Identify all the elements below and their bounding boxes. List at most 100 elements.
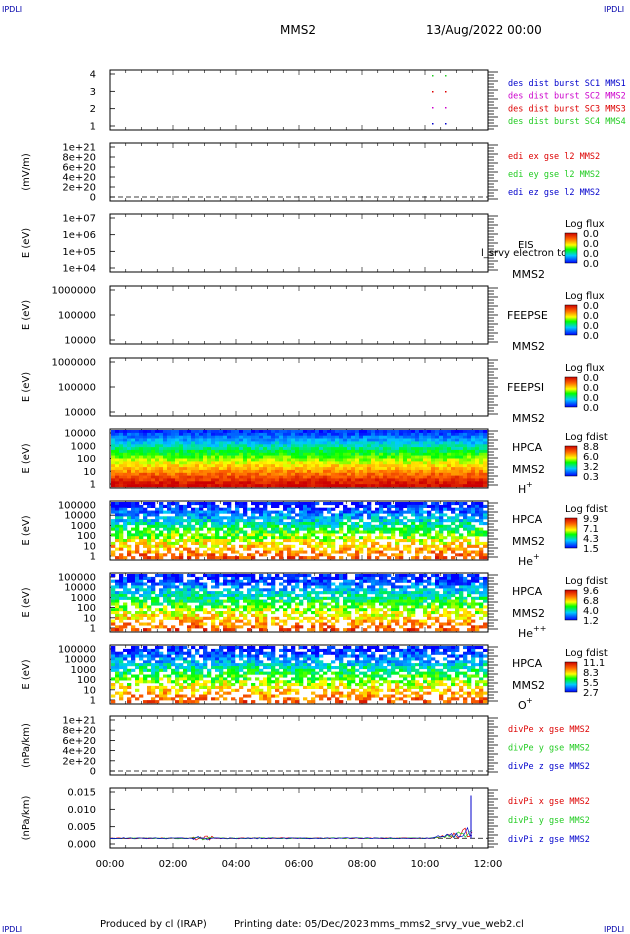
spectrogram-cell [163, 596, 168, 600]
spectrogram-cell [291, 472, 296, 476]
spectrogram-cell [255, 596, 260, 600]
spectrogram-cell [355, 458, 360, 462]
spectrogram-cell [247, 556, 252, 560]
instrument-label: HPCA [512, 441, 543, 454]
spectrogram-cell [155, 533, 160, 537]
spectrogram-cell [335, 452, 340, 456]
spectrogram-cell [147, 547, 152, 551]
spectrogram-cell [427, 458, 432, 462]
spectrogram-cell [155, 536, 160, 540]
spectrogram-cell [271, 449, 276, 453]
spectrogram-cell [383, 444, 388, 448]
spectrogram-cell [267, 447, 272, 451]
spectrogram-cell [111, 602, 116, 606]
spectrogram-cell [191, 613, 196, 617]
spectrogram-cell [275, 608, 280, 612]
spectrogram-cell [343, 435, 348, 439]
spectrogram-cell [263, 438, 268, 442]
spectrogram-cell [143, 611, 148, 615]
spectrogram-cell [135, 513, 140, 517]
spectrogram-cell [331, 616, 336, 620]
spectrogram-cell [139, 444, 144, 448]
spectrogram-cell [479, 449, 484, 453]
spectrogram-cell [443, 438, 448, 442]
spectrogram-cell [203, 622, 208, 626]
spectrogram-cell [139, 472, 144, 476]
spectrogram-cell [395, 510, 400, 514]
spectrogram-cell [319, 553, 324, 557]
spectrogram-cell [351, 536, 356, 540]
spectrogram-cell [191, 608, 196, 612]
spectrogram-cell [283, 458, 288, 462]
spectrogram-cell [211, 608, 216, 612]
spectrogram-cell [371, 441, 376, 445]
spectrogram-cell [403, 484, 408, 488]
spectrogram-cell [259, 522, 264, 526]
spectrogram-cell [451, 449, 456, 453]
spectrogram-cell [315, 536, 320, 540]
spectrogram-cell [183, 475, 188, 479]
spectrogram-cell [235, 484, 240, 488]
spectrogram-cell [111, 579, 116, 583]
spectrogram-cell [323, 478, 328, 482]
spectrogram-cell [207, 594, 212, 598]
spectrogram-cell [323, 472, 328, 476]
spectrogram-cell [327, 608, 332, 612]
spectrogram-cell [303, 522, 308, 526]
spectrogram-cell [355, 441, 360, 445]
spectrogram-cell [343, 596, 348, 600]
spectrogram-cell [187, 599, 192, 603]
spectrogram-cell [379, 579, 384, 583]
spectrogram-cell [311, 533, 316, 537]
spectrogram-cell [119, 628, 124, 632]
spectrogram-cell [375, 536, 380, 540]
spectrogram-cell [435, 522, 440, 526]
spectrogram-cell [207, 455, 212, 459]
spectrogram-cell [287, 533, 292, 537]
spectrogram-cell [175, 432, 180, 436]
spectrogram-cell [323, 435, 328, 439]
spectrogram-cell [171, 469, 176, 473]
spectrogram-cell [283, 585, 288, 589]
spectrogram-cell [371, 484, 376, 488]
spectrogram-cell [219, 541, 224, 545]
spectrogram-cell [219, 507, 224, 511]
spectrogram-cell [147, 432, 152, 436]
spectrogram-cell [327, 438, 332, 442]
colorbar-title: Log fdist [565, 504, 608, 515]
spectrogram-cell [171, 507, 176, 511]
spectrogram-cell [215, 484, 220, 488]
spectrogram-cell [411, 447, 416, 451]
spectrogram-cell [431, 544, 436, 548]
spectrogram-cell [295, 447, 300, 451]
spectrogram-cell [327, 625, 332, 629]
spectrogram-cell [387, 481, 392, 485]
spectrogram-cell [299, 547, 304, 551]
spectrogram-cell [151, 519, 156, 523]
spectrogram-cell [119, 613, 124, 617]
spectrogram-cell [151, 625, 156, 629]
spectrogram-cell [267, 608, 272, 612]
spectrogram-cell [295, 502, 300, 506]
spectrogram-cell [383, 469, 388, 473]
spectrogram-cell [267, 576, 272, 580]
spectrogram-cell [247, 591, 252, 595]
spectrogram-cell [435, 510, 440, 514]
spectrogram-cell [363, 588, 368, 592]
spectrogram-cell [131, 539, 136, 543]
spectrogram-cell [299, 444, 304, 448]
spectrogram-cell [315, 613, 320, 617]
spectrogram-cell [207, 513, 212, 517]
spectrogram-cell [291, 625, 296, 629]
spectrogram-cell [203, 553, 208, 557]
spectrogram-cell [175, 616, 180, 620]
spectrogram-cell [123, 449, 128, 453]
spectrogram-cell [243, 539, 248, 543]
spectrogram-cell [179, 596, 184, 600]
spectrogram-cell [223, 599, 228, 603]
spectrogram-cell [391, 461, 396, 465]
spectrogram-cell [267, 435, 272, 439]
spectrogram-cell [195, 510, 200, 514]
spectrogram-cell [179, 550, 184, 554]
spectrogram-cell [291, 458, 296, 462]
